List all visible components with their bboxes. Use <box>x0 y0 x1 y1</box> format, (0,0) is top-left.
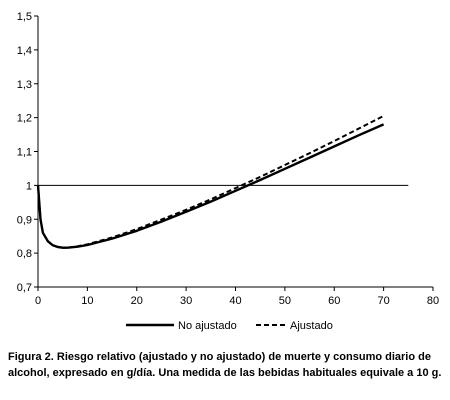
x-tick-label: 60 <box>328 295 340 307</box>
series-group <box>36 115 385 249</box>
x-tick-label: 20 <box>131 295 143 307</box>
y-tick-label: 1,4 <box>17 45 32 57</box>
y-tick-label: 0,8 <box>17 248 32 260</box>
x-tick-label: 80 <box>427 295 439 307</box>
x-tick-label: 30 <box>180 295 192 307</box>
axes <box>34 15 434 291</box>
x-tick-label: 70 <box>378 295 390 307</box>
line-chart: 0,7 0,8 0,9 1 1,1 1,2 1,3 1,4 1,5 0 10 20 30 40 50 60 70… <box>17 11 439 332</box>
figure-caption: Figura 2. Riesgo relativo (ajustado y no… <box>8 351 442 379</box>
y-tick-label: 1,3 <box>17 79 32 91</box>
y-tick-label: 1,5 <box>17 11 32 23</box>
tick-labels: 0,7 0,8 0,9 1 1,1 1,2 1,3 1,4 1,5 0 10 20 30 40 50 60 70… <box>17 11 439 307</box>
legend-label: No ajustado <box>178 320 237 332</box>
y-tick-label: 1,1 <box>17 147 32 159</box>
legend: No ajustado Ajustado <box>126 320 333 332</box>
y-tick-label: 0,9 <box>17 214 32 226</box>
x-tick-label: 40 <box>229 295 241 307</box>
chart: 0,7 0,8 0,9 1 1,1 1,2 1,3 1,4 1,5 0 10 20 30 40 50 60 70… <box>17 11 439 332</box>
series-line-ajustado <box>37 115 385 249</box>
y-tick-label: 0,7 <box>17 282 32 294</box>
x-tick-label: 10 <box>81 295 93 307</box>
y-tick-label: 1 <box>26 180 32 192</box>
y-tick-label: 1,2 <box>17 113 32 125</box>
x-tick-label: 0 <box>35 295 41 307</box>
x-tick-label: 50 <box>279 295 291 307</box>
legend-label: Ajustado <box>290 320 333 332</box>
